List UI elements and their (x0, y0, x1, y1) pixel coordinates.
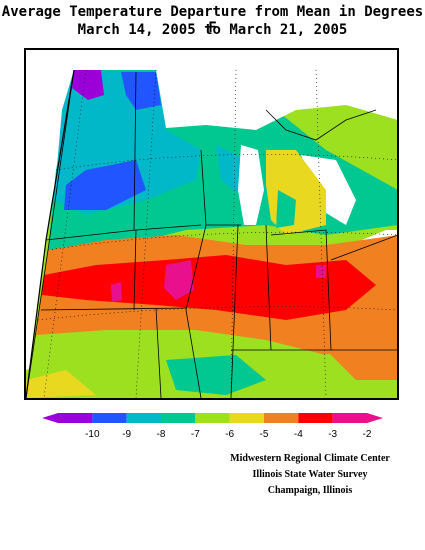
lake-michigan (238, 145, 264, 225)
legend-tick-label: -2 (363, 429, 372, 440)
legend-tick-label: -4 (294, 429, 303, 440)
map-title-line1: Average Temperature Departure from Mean … (1, 4, 424, 36)
legend-swatch (42, 413, 93, 423)
zone-teal-south (166, 355, 266, 395)
zone-blue-north (64, 160, 146, 210)
legend-tick-label: -3 (328, 429, 337, 440)
legend-tick-label: -10 (85, 429, 100, 440)
lake-superior (156, 70, 397, 130)
state-borders (26, 69, 397, 398)
legend-swatch (92, 413, 127, 423)
legend-tick-label: -5 (260, 429, 269, 440)
zone-yellow-south (26, 370, 96, 398)
legend-tick-label: -7 (191, 429, 200, 440)
legend-swatch (229, 413, 264, 423)
zone-teal-mi (276, 190, 296, 228)
zone-blue-top (121, 72, 161, 110)
graticule (37, 69, 397, 398)
legend-tick-label: -8 (157, 429, 166, 440)
color-legend: -10 -9 -8 -7 -6 -5 -4 -3 -2 (40, 410, 385, 446)
zone-magenta-3 (316, 265, 326, 278)
zone-purple (72, 70, 104, 100)
zone-magenta-2 (111, 282, 122, 302)
legend-swatch (195, 413, 230, 423)
zone-red (42, 255, 376, 320)
legend-swatch (264, 413, 299, 423)
credit-line2: Illinois State Water Survey (252, 469, 368, 480)
legend-tick-label: -9 (122, 429, 131, 440)
legend-swatch (332, 413, 383, 423)
map-title-line2: March 14, 2005 to March 21, 2005 (77, 22, 348, 38)
legend-swatch (298, 413, 333, 423)
credit-line3: Champaign, Illinois (267, 485, 353, 496)
credit-line1: Midwestern Regional Climate Center (230, 453, 390, 464)
temperature-departure-map (24, 48, 399, 400)
legend-swatch (161, 413, 196, 423)
legend-swatch (126, 413, 161, 423)
legend-tick-label: -6 (225, 429, 234, 440)
zone-magenta-1 (164, 260, 194, 300)
lake-huron (301, 155, 356, 225)
